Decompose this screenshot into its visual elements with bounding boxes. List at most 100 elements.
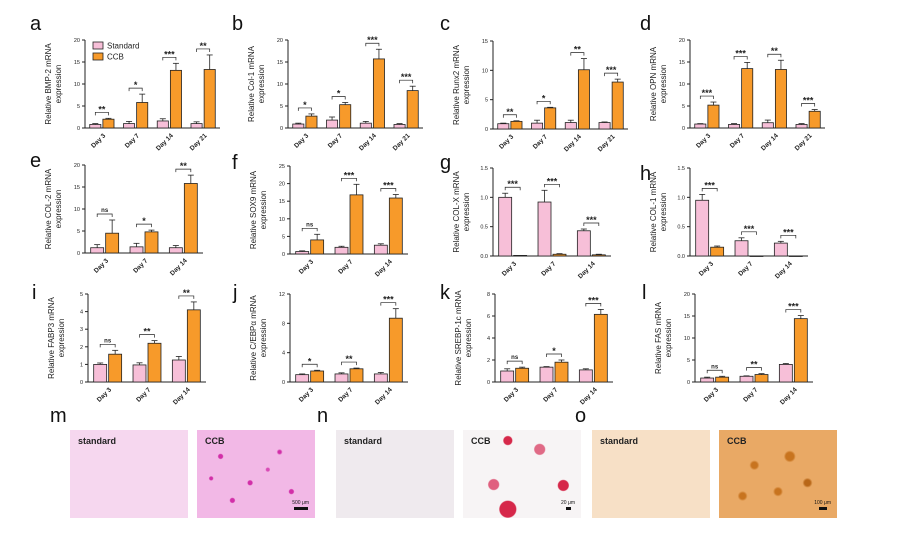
x-tick-label: Day 14 <box>155 132 175 152</box>
significance-bracket <box>583 222 600 227</box>
x-tick-label: Day 3 <box>695 132 712 149</box>
x-tick-label: Day 3 <box>698 260 715 277</box>
y-tick-label: 5 <box>485 98 488 104</box>
bar-standard <box>537 201 552 257</box>
image-label: CCB <box>471 436 491 446</box>
bar-ccb <box>183 183 198 254</box>
scale-bar-label: 100 μm <box>814 500 831 506</box>
bar-standard <box>171 359 186 383</box>
micrograph-pair-m: standard CCB 500 μm <box>70 430 315 518</box>
significance-label: * <box>308 356 312 366</box>
panel-letter-m: m <box>50 405 67 427</box>
bar-ccb <box>808 110 821 129</box>
y-axis-label: expression <box>664 319 673 358</box>
bar-standard <box>132 364 147 383</box>
y-tick-label: 0.0 <box>480 254 488 260</box>
significance-label: *** <box>383 181 394 191</box>
significance-label: *** <box>547 176 558 186</box>
significance-bracket <box>196 48 211 52</box>
y-tick-label: 15 <box>482 39 488 45</box>
panel-letter-h: h <box>640 163 652 185</box>
chart-opn: Relative OPN mRNA expression 0 5 10 15 20 *** Da… <box>630 32 845 167</box>
y-tick-label: 10 <box>74 207 80 213</box>
x-tick-label: Day 14 <box>169 257 189 277</box>
y-axis-label: expression <box>464 319 473 358</box>
x-tick-label: Day 21 <box>189 132 209 152</box>
x-tick-label: Day 14 <box>779 386 799 406</box>
panel-letter-n: n <box>317 405 329 427</box>
y-tick-label: 1.0 <box>677 195 685 201</box>
bar-standard <box>576 230 591 257</box>
significance-label: ** <box>345 354 353 364</box>
bar-standard <box>728 124 741 129</box>
bar-ccb <box>593 313 608 383</box>
significance-bracket <box>741 231 757 235</box>
significance-label: *** <box>164 49 175 59</box>
panel-letter-c: c <box>440 13 450 35</box>
micrograph-pair-n: standard CCB 20 μm <box>336 430 581 518</box>
bar-ccb <box>611 81 624 130</box>
panel-letter-o: o <box>575 405 587 427</box>
bar-ccb <box>349 194 364 255</box>
y-tick-label: 0 <box>282 380 285 386</box>
significance-bracket <box>96 213 113 217</box>
y-tick-label: 15 <box>679 60 685 66</box>
bar-standard <box>498 196 513 257</box>
x-tick-label: Day 7 <box>729 132 746 149</box>
x-tick-label: Day 7 <box>337 386 354 403</box>
significance-label: ** <box>574 45 582 55</box>
y-tick-label: 10 <box>482 68 488 74</box>
significance-label: *** <box>735 48 746 58</box>
chart-runx2: Relative Runx2 mRNA expression 0 5 10 15 ** Day… <box>433 33 648 168</box>
significance-bracket <box>139 334 155 338</box>
chart-fabp3: Relative FABP3 mRNA expression 0 1 2 3 4 5 ns Day… <box>28 286 243 421</box>
significance-label: ns <box>101 208 109 214</box>
y-tick-label: 15 <box>74 60 80 66</box>
panel-letter-i: i <box>32 282 37 304</box>
y-tick-label: 0 <box>80 380 83 386</box>
bar-standard <box>564 122 577 130</box>
chart-col1-h: Relative COL-1 mRNA expression 0.0 0.5 1.0 1.… <box>630 160 845 295</box>
significance-label: * <box>142 216 146 226</box>
significance-bracket <box>175 168 192 173</box>
significance-bracket <box>136 223 152 228</box>
bar-ccb <box>388 317 403 383</box>
bar-standard <box>359 122 372 129</box>
y-tick-label: 20 <box>279 182 285 188</box>
bar-ccb <box>544 107 557 130</box>
y-tick-label: 20 <box>74 163 80 169</box>
panel-letter-f: f <box>232 152 238 174</box>
significance-bracket <box>767 53 782 58</box>
micrograph-standard: standard <box>336 430 454 518</box>
legend-label-ccb: CCB <box>107 53 124 62</box>
bar-standard <box>773 242 788 257</box>
significance-label: *** <box>507 179 518 189</box>
significance-bracket <box>604 72 619 77</box>
x-tick-label: Day 7 <box>542 386 559 403</box>
bar-standard <box>168 247 183 254</box>
y-axis-label: expression <box>659 193 668 232</box>
y-tick-label: 1.5 <box>480 166 488 172</box>
panel-letter-k: k <box>440 282 450 304</box>
bar-ccb <box>339 104 352 129</box>
y-tick-label: 15 <box>74 185 80 191</box>
y-tick-label: 10 <box>679 82 685 88</box>
bar-ccb <box>715 376 730 383</box>
y-axis-label: expression <box>659 65 668 104</box>
significance-bracket <box>341 361 357 366</box>
x-tick-label: Day 21 <box>597 133 617 153</box>
x-tick-label: Day 7 <box>742 386 759 403</box>
bar-standard <box>89 124 102 129</box>
bar-ccb <box>305 115 318 129</box>
bar-standard <box>578 369 593 383</box>
y-axis-label: Relative Runx2 mRNA <box>452 44 461 125</box>
bar-standard <box>778 364 793 383</box>
y-tick-label: 0 <box>682 126 685 132</box>
significance-bracket <box>297 107 312 111</box>
y-axis-label: Relative COL-1 mRNA <box>649 171 658 252</box>
significance-bracket <box>128 87 143 92</box>
significance-bracket <box>502 114 517 118</box>
y-tick-label: 5 <box>77 229 80 235</box>
x-tick-label: Day 7 <box>132 257 149 274</box>
x-tick-label: Day 3 <box>90 132 107 149</box>
